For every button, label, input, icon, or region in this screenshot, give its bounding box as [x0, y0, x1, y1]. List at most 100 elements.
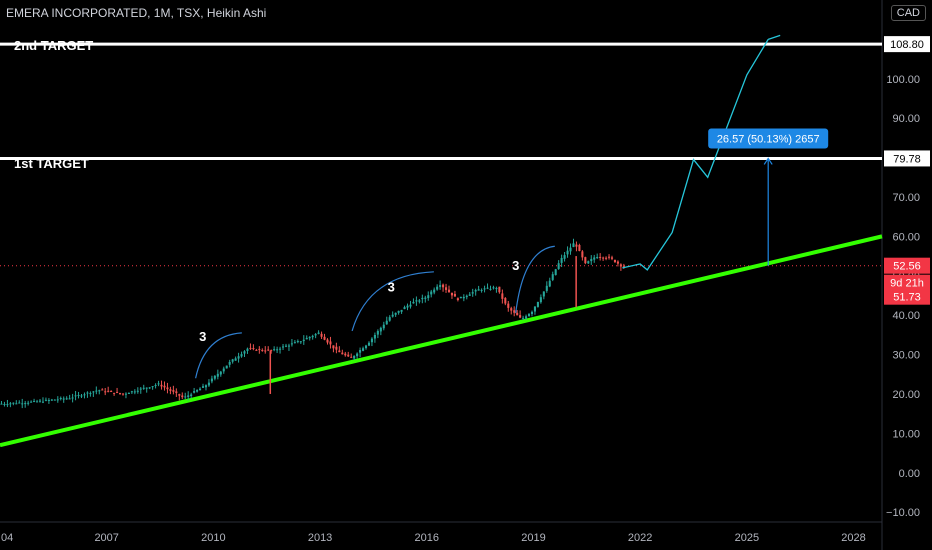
- candle-body: [516, 312, 519, 316]
- candle-body: [385, 320, 388, 325]
- candle-body: [80, 395, 83, 397]
- candle-body: [21, 403, 24, 405]
- candle-body: [178, 394, 181, 396]
- measure-box[interactable]: [708, 128, 829, 149]
- candle-body: [68, 398, 71, 400]
- candle-body: [276, 349, 279, 351]
- candle-body: [406, 305, 409, 308]
- candle-body: [412, 301, 415, 304]
- candle-body: [527, 313, 531, 317]
- y-tick-label: 10.00: [892, 428, 920, 440]
- candle-body: [231, 359, 234, 362]
- candle-body: [160, 384, 163, 387]
- candle-body: [305, 337, 308, 340]
- candle-body: [551, 274, 554, 280]
- candle-body: [403, 307, 406, 310]
- candle-body: [587, 261, 590, 264]
- candle-body: [24, 403, 27, 405]
- level-badge: [884, 36, 930, 53]
- candle-body: [430, 291, 433, 295]
- projection-path[interactable]: [622, 39, 769, 271]
- candle-body: [338, 350, 341, 353]
- candle-body: [234, 358, 237, 361]
- candle-body: [216, 373, 219, 377]
- candle-body: [608, 256, 611, 258]
- candle-body: [344, 353, 347, 356]
- candle-body: [599, 256, 602, 258]
- candle-body: [507, 303, 510, 308]
- candle-body: [314, 334, 317, 336]
- candle-body: [510, 308, 513, 311]
- candle-body: [237, 356, 240, 359]
- candle-body: [388, 317, 391, 321]
- candle-body: [47, 400, 50, 402]
- candle-body: [495, 288, 498, 290]
- candle-body: [415, 300, 418, 302]
- candle-body: [201, 386, 205, 388]
- candle-body: [424, 297, 427, 299]
- candle-body: [92, 391, 95, 393]
- candle-body: [439, 285, 442, 287]
- candle-body: [243, 351, 246, 354]
- candle-body: [50, 399, 53, 401]
- current-price-badge: [884, 257, 930, 274]
- candle-body: [15, 403, 18, 405]
- candle-body: [364, 345, 368, 349]
- candle-body: [133, 391, 136, 393]
- candle-body: [124, 393, 127, 395]
- y-tick-label: 70.00: [892, 192, 920, 204]
- candle-body: [157, 383, 160, 385]
- level-badge-label: 108.80: [890, 39, 924, 51]
- y-tick-label: 100.00: [886, 74, 920, 86]
- y-tick-label: −10.00: [886, 507, 920, 519]
- candle-body: [302, 339, 305, 342]
- candle-body: [616, 261, 619, 264]
- candle-body: [453, 293, 456, 297]
- candle-body: [207, 382, 210, 386]
- candle-body: [196, 390, 199, 392]
- candle-body: [184, 396, 187, 398]
- candle-body: [474, 290, 477, 292]
- candle-body: [320, 333, 323, 337]
- candle-body: [436, 286, 439, 290]
- y-tick-label: 60.00: [892, 231, 920, 243]
- candle-body: [605, 257, 608, 259]
- x-tick-label: 2007: [94, 532, 118, 544]
- y-tick-label: 90.00: [892, 113, 920, 125]
- candle-body: [477, 289, 480, 291]
- candle-body: [44, 399, 47, 401]
- candle-body: [513, 310, 516, 313]
- candle-body: [519, 315, 522, 318]
- wave-arc-2[interactable]: [351, 271, 434, 332]
- candle-body: [213, 375, 216, 379]
- candle-body: [148, 387, 151, 389]
- x-tick-label: 04: [1, 532, 13, 544]
- candle-body: [62, 398, 65, 400]
- candle-body: [240, 354, 243, 357]
- candle-body: [533, 306, 536, 312]
- candle-body: [116, 391, 119, 393]
- x-tick-label: 2010: [201, 532, 225, 544]
- candle-body: [397, 310, 400, 313]
- candle-body: [498, 286, 501, 293]
- wave-arc-1[interactable]: [195, 332, 242, 379]
- candle-body: [199, 388, 202, 391]
- candle-body: [554, 269, 557, 275]
- candle-body: [590, 258, 593, 262]
- candle-body: [33, 400, 36, 402]
- y-tick-label: 20.00: [892, 389, 920, 401]
- candle-body: [136, 390, 139, 392]
- candle-body: [341, 352, 344, 355]
- candle-body: [89, 393, 92, 395]
- candle-body: [296, 341, 299, 343]
- wave-arc-3[interactable]: [515, 245, 555, 314]
- support-trendline[interactable]: [0, 234, 883, 448]
- candle-body: [249, 347, 252, 349]
- candle-body: [74, 395, 77, 397]
- currency-button[interactable]: CAD: [890, 5, 926, 21]
- y-tick-label: 0.00: [899, 468, 920, 480]
- candle-body: [30, 401, 33, 403]
